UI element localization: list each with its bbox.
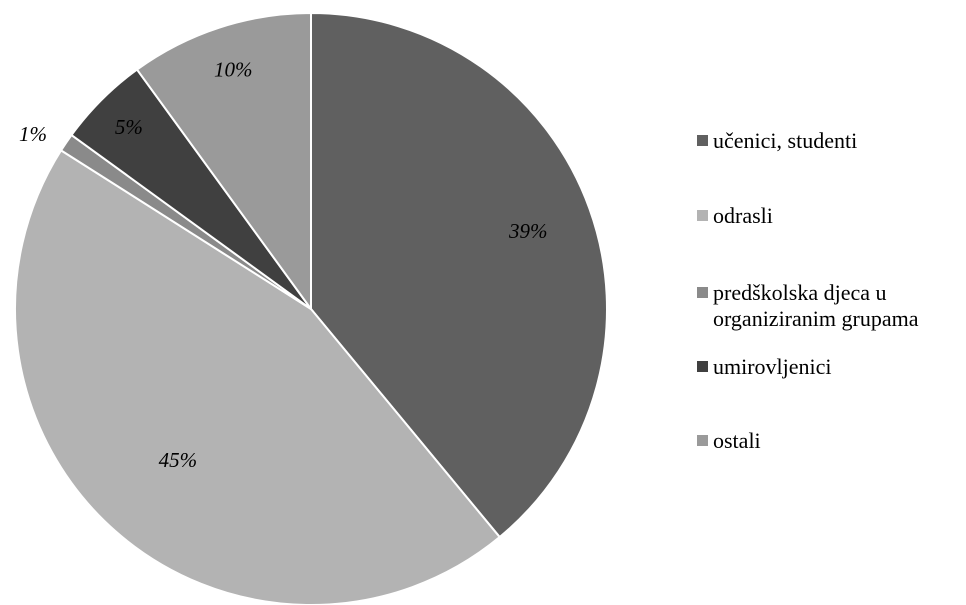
legend-label: predškolska djeca u organiziranim grupam… <box>713 280 919 331</box>
legend-swatch <box>697 287 708 298</box>
pie-slice-2 <box>14 149 501 605</box>
legend-item-odrasli: odrasli <box>697 203 963 229</box>
legend-item-predskolska-djeca: predškolska djeca u organiziranim grupam… <box>697 280 963 332</box>
data-label-4: 5% <box>115 115 143 139</box>
data-label-5: 10% <box>214 58 253 82</box>
data-label-1: 39% <box>508 219 548 243</box>
legend-label: umirovljenici <box>713 354 832 379</box>
legend-item-ostali: ostali <box>697 428 963 454</box>
pie-slice-1 <box>310 12 608 539</box>
legend-swatch <box>697 435 708 446</box>
legend-label: odrasli <box>713 203 773 228</box>
legend-swatch <box>697 361 708 372</box>
data-label-2: 45% <box>159 448 198 472</box>
legend-label: učenici, studenti <box>713 128 858 153</box>
legend-item-ucenici-studenti: učenici, studenti <box>697 128 963 154</box>
legend-swatch <box>697 210 708 221</box>
legend-swatch <box>697 135 708 146</box>
data-label-3: 1% <box>19 122 47 146</box>
legend-label: ostali <box>713 428 761 453</box>
legend-item-umirovljenici: umirovljenici <box>697 354 963 380</box>
pie-slice-5 <box>136 12 312 310</box>
